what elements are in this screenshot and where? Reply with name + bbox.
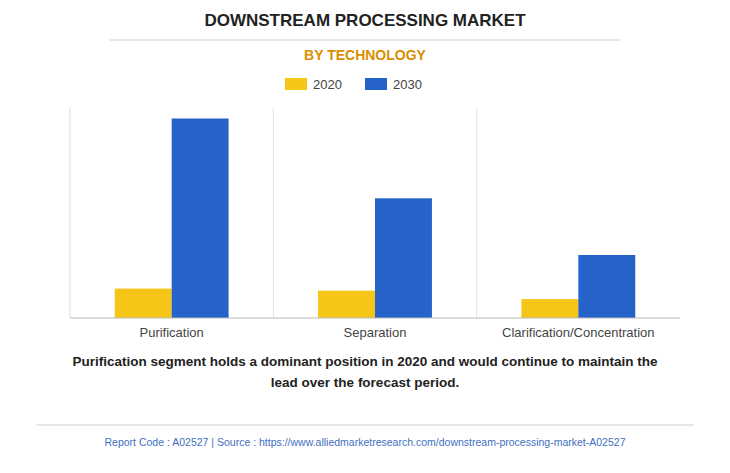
x-axis-line bbox=[70, 318, 680, 319]
bar bbox=[115, 289, 172, 318]
legend-swatch bbox=[365, 78, 387, 90]
bar bbox=[318, 291, 375, 318]
footer-separator bbox=[37, 425, 694, 426]
chart-svg: DOWNSTREAM PROCESSING MARKET BY TECHNOLOG… bbox=[0, 0, 730, 473]
chart-container: DOWNSTREAM PROCESSING MARKET BY TECHNOLOG… bbox=[0, 0, 730, 473]
title: DOWNSTREAM PROCESSING MARKET bbox=[204, 11, 526, 30]
subtitle: BY TECHNOLOGY bbox=[304, 47, 427, 63]
bar bbox=[375, 198, 432, 318]
annotation-line: lead over the forecast period. bbox=[271, 375, 459, 390]
legend: 2020 2030 bbox=[285, 77, 422, 92]
annotation: Purification segment holds a dominant po… bbox=[72, 354, 658, 390]
legend-swatch bbox=[285, 78, 307, 90]
x-tick-label: Clarification/Concentration bbox=[502, 325, 654, 340]
bar bbox=[172, 119, 229, 319]
y-axis-line bbox=[70, 108, 71, 318]
bar bbox=[578, 255, 635, 318]
legend-label: 2030 bbox=[393, 77, 422, 92]
annotation-line: Purification segment holds a dominant po… bbox=[72, 354, 658, 369]
title-separator bbox=[110, 40, 621, 41]
group-separator bbox=[476, 108, 477, 318]
bars bbox=[115, 119, 636, 319]
legend-label: 2020 bbox=[313, 77, 342, 92]
footer: Report Code : A02527 | Source : https://… bbox=[105, 436, 626, 448]
x-tick-label: Purification bbox=[140, 325, 204, 340]
bar bbox=[521, 299, 578, 318]
x-tick-label: Separation bbox=[344, 325, 407, 340]
group-separator bbox=[273, 108, 274, 318]
background bbox=[0, 0, 730, 473]
